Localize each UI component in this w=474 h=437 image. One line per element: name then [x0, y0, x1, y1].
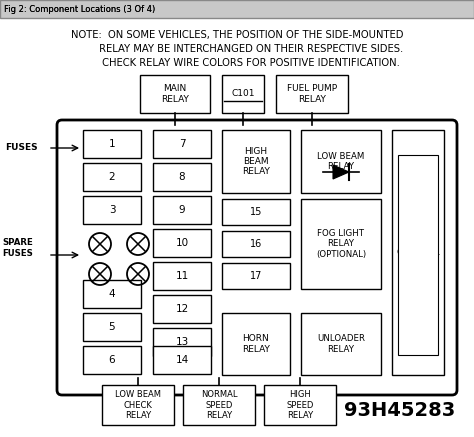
Bar [102, 385, 174, 425]
Bar [83, 130, 141, 158]
Bar [0, 0, 474, 18]
Polygon shape [333, 165, 349, 179]
Bar [222, 75, 264, 113]
FancyBboxPatch shape [57, 120, 457, 395]
Text: 10: 10 [175, 238, 189, 248]
Bar [153, 328, 211, 356]
Text: MAIN
RELAY: MAIN RELAY [161, 84, 189, 104]
Bar [264, 385, 336, 425]
Text: Fig 2: Component Locations (3 Of 4): Fig 2: Component Locations (3 Of 4) [4, 4, 155, 14]
Bar [153, 196, 211, 224]
Bar [83, 280, 141, 308]
Text: 6: 6 [109, 355, 115, 365]
Bar [153, 163, 211, 191]
Bar [153, 346, 211, 374]
Text: WIPER
CONTROL
UNIT: WIPER CONTROL UNIT [396, 238, 440, 267]
Bar [0, 0, 474, 18]
Bar [83, 346, 141, 374]
Text: 12: 12 [175, 304, 189, 314]
Text: SPARE
FUSES: SPARE FUSES [2, 238, 33, 258]
Bar [222, 130, 290, 193]
Text: 93H45283: 93H45283 [345, 400, 456, 420]
Text: HIGH
BEAM
RELAY: HIGH BEAM RELAY [242, 146, 270, 177]
Text: HORN
RELAY: HORN RELAY [242, 334, 270, 354]
Bar [301, 130, 381, 193]
Bar [398, 155, 438, 355]
Bar [153, 130, 211, 158]
Text: 16: 16 [250, 239, 262, 249]
Bar [301, 313, 381, 375]
Text: 11: 11 [175, 271, 189, 281]
Bar [83, 196, 141, 224]
Text: C101: C101 [231, 90, 255, 98]
Bar [222, 263, 290, 289]
Text: 2: 2 [109, 172, 115, 182]
Text: 17: 17 [250, 271, 262, 281]
Text: FUEL PUMP
RELAY: FUEL PUMP RELAY [287, 84, 337, 104]
Text: Fig 2: Component Locations (3 Of 4): Fig 2: Component Locations (3 Of 4) [4, 4, 155, 14]
Bar [276, 75, 348, 113]
Bar [153, 229, 211, 257]
Text: 9: 9 [179, 205, 185, 215]
Text: NORMAL
SPEED
RELAY: NORMAL SPEED RELAY [201, 390, 237, 420]
Bar [392, 130, 444, 375]
Bar [222, 199, 290, 225]
Bar [183, 385, 255, 425]
Bar [153, 262, 211, 290]
Bar [222, 231, 290, 257]
Text: RELAY MAY BE INTERCHANGED ON THEIR RESPECTIVE SIDES.: RELAY MAY BE INTERCHANGED ON THEIR RESPE… [71, 44, 403, 54]
Text: LOW BEAM
RELAY: LOW BEAM RELAY [317, 152, 365, 171]
Text: 13: 13 [175, 337, 189, 347]
Text: NOTE:  ON SOME VEHICLES, THE POSITION OF THE SIDE-MOUNTED: NOTE: ON SOME VEHICLES, THE POSITION OF … [71, 30, 403, 40]
Text: 4: 4 [109, 289, 115, 299]
Text: FUSES: FUSES [5, 143, 37, 153]
Bar [301, 199, 381, 289]
Text: UNLOADER
RELAY: UNLOADER RELAY [317, 334, 365, 354]
Bar [83, 163, 141, 191]
Text: 7: 7 [179, 139, 185, 149]
Text: CHECK RELAY WIRE COLORS FOR POSITIVE IDENTIFICATION.: CHECK RELAY WIRE COLORS FOR POSITIVE IDE… [74, 58, 400, 68]
Bar [83, 313, 141, 341]
Text: FOG LIGHT
RELAY
(OPTIONAL): FOG LIGHT RELAY (OPTIONAL) [316, 229, 366, 259]
Text: 3: 3 [109, 205, 115, 215]
Text: 5: 5 [109, 322, 115, 332]
Bar [153, 295, 211, 323]
Text: LOW BEAM
CHECK
RELAY: LOW BEAM CHECK RELAY [115, 390, 161, 420]
Text: 8: 8 [179, 172, 185, 182]
Text: 15: 15 [250, 207, 262, 217]
Text: 1: 1 [109, 139, 115, 149]
Text: 14: 14 [175, 355, 189, 365]
Bar [222, 313, 290, 375]
Text: HIGH
SPEED
RELAY: HIGH SPEED RELAY [286, 390, 314, 420]
Bar [140, 75, 210, 113]
